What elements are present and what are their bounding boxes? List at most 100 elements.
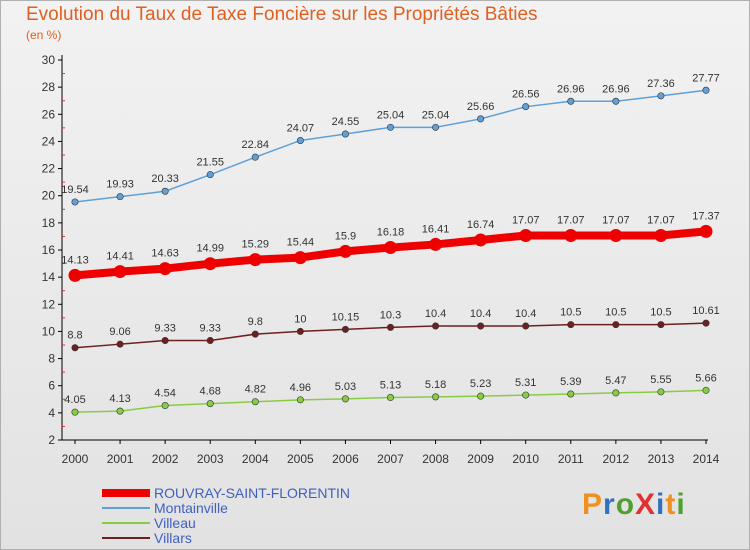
data-label-rouvray: 17.07: [647, 214, 675, 226]
data-point-villars: [161, 337, 169, 345]
data-point-villars: [251, 330, 259, 338]
chart-subtitle: (en %): [26, 28, 62, 42]
data-point-villeau: [341, 395, 349, 403]
data-label-villars: 9.33: [200, 323, 221, 335]
data-label-rouvray: 17.07: [602, 214, 630, 226]
data-point-rouvray: [384, 241, 397, 255]
y-tick-label: 12: [42, 297, 56, 311]
data-label-villeau: 5.31: [515, 377, 536, 389]
data-point-villars: [477, 322, 485, 330]
data-label-montainville: 21.55: [196, 157, 224, 169]
data-label-villeau: 4.13: [109, 393, 130, 405]
data-point-rouvray: [519, 228, 533, 242]
data-label-rouvray: 14.13: [61, 254, 89, 266]
data-label-montainville: 24.07: [287, 122, 315, 134]
data-label-villars: 10.3: [380, 309, 401, 321]
data-point-villars: [296, 327, 304, 335]
data-label-rouvray: 15.9: [335, 230, 356, 242]
data-label-villars: 10.61: [692, 305, 720, 317]
data-label-villeau: 4.68: [200, 386, 221, 398]
data-point-rouvray: [474, 233, 488, 247]
data-label-montainville: 19.93: [106, 179, 134, 191]
x-tick-label: 2003: [197, 452, 224, 466]
data-label-villeau: 5.18: [425, 379, 446, 391]
data-point-montainville: [116, 193, 124, 201]
x-tick-label: 2006: [332, 452, 359, 466]
data-point-montainville: [71, 198, 79, 206]
data-label-montainville: 27.77: [692, 72, 720, 84]
data-label-villars: 10.4: [470, 308, 491, 320]
data-point-villeau: [296, 396, 304, 404]
data-point-montainville: [206, 171, 214, 179]
chart-title: Evolution du Taux de Taxe Foncière sur l…: [26, 4, 538, 25]
data-point-villeau: [702, 386, 710, 394]
data-point-villars: [341, 325, 349, 333]
data-point-montainville: [657, 92, 665, 100]
data-label-villeau: 5.03: [335, 381, 356, 393]
data-label-montainville: 26.96: [602, 83, 630, 95]
y-tick-label: 28: [42, 80, 56, 94]
data-point-rouvray: [68, 268, 82, 282]
data-label-villars: 9.8: [248, 316, 263, 328]
legend-label-montainville: Montainville: [154, 500, 228, 516]
data-point-villeau: [71, 408, 79, 416]
data-label-villeau: 5.23: [470, 378, 491, 390]
x-tick-label: 2000: [62, 452, 89, 466]
legend-label-villeau: Villeau: [154, 515, 196, 531]
data-point-villars: [116, 340, 124, 348]
x-tick-label: 2013: [648, 452, 675, 466]
y-tick-label: 8: [48, 352, 55, 366]
data-label-villeau: 4.96: [290, 382, 311, 394]
x-tick-label: 2011: [558, 452, 584, 466]
data-point-montainville: [251, 153, 259, 161]
data-point-villeau: [612, 389, 620, 397]
data-point-villars: [71, 344, 79, 352]
data-label-villars: 8.8: [67, 330, 82, 342]
data-label-villeau: 5.66: [695, 372, 716, 384]
data-label-villars: 10.5: [560, 307, 581, 319]
data-label-rouvray: 16.74: [467, 219, 495, 231]
data-point-villeau: [477, 392, 485, 400]
x-tick-label: 2001: [107, 452, 134, 466]
data-point-villeau: [386, 394, 394, 402]
data-label-villeau: 5.47: [605, 375, 626, 387]
legend: ROUVRAY-SAINT-FLORENTINMontainvilleVille…: [102, 485, 350, 546]
data-point-villars: [567, 321, 575, 329]
data-point-montainville: [386, 123, 394, 131]
data-point-rouvray: [248, 253, 262, 267]
data-label-montainville: 26.56: [512, 89, 540, 101]
x-tick-label: 2007: [377, 452, 404, 466]
data-point-villars: [522, 322, 530, 330]
data-point-rouvray: [113, 265, 127, 279]
data-label-montainville: 19.54: [61, 184, 89, 196]
data-point-montainville: [477, 115, 485, 123]
y-tick-label: 10: [42, 324, 56, 338]
y-tick-label: 24: [42, 134, 56, 148]
data-label-rouvray: 14.41: [106, 251, 134, 263]
data-label-montainville: 20.33: [151, 173, 179, 185]
data-label-rouvray: 16.18: [377, 227, 405, 239]
data-label-montainville: 25.04: [422, 109, 450, 121]
data-point-rouvray: [338, 244, 352, 258]
data-point-montainville: [612, 97, 620, 105]
data-label-villars: 10.4: [515, 308, 536, 320]
y-tick-label: 18: [42, 216, 56, 230]
data-point-villars: [612, 321, 620, 329]
data-label-rouvray: 15.44: [287, 237, 315, 249]
data-point-villeau: [432, 393, 440, 401]
x-tick-label: 2012: [603, 452, 630, 466]
data-point-rouvray: [293, 251, 307, 265]
data-point-villeau: [116, 407, 124, 415]
data-point-villeau: [567, 390, 575, 398]
y-tick-label: 30: [42, 53, 56, 67]
data-point-montainville: [161, 187, 169, 195]
legend-label-villars: Villars: [154, 530, 192, 546]
x-tick-label: 2014: [693, 452, 720, 466]
data-label-villars: 9.06: [109, 326, 130, 338]
data-point-rouvray: [654, 228, 668, 242]
y-tick-label: 2: [48, 433, 55, 447]
data-point-rouvray: [429, 237, 443, 251]
y-tick-label: 6: [48, 379, 55, 393]
data-label-villeau: 4.05: [64, 394, 85, 406]
